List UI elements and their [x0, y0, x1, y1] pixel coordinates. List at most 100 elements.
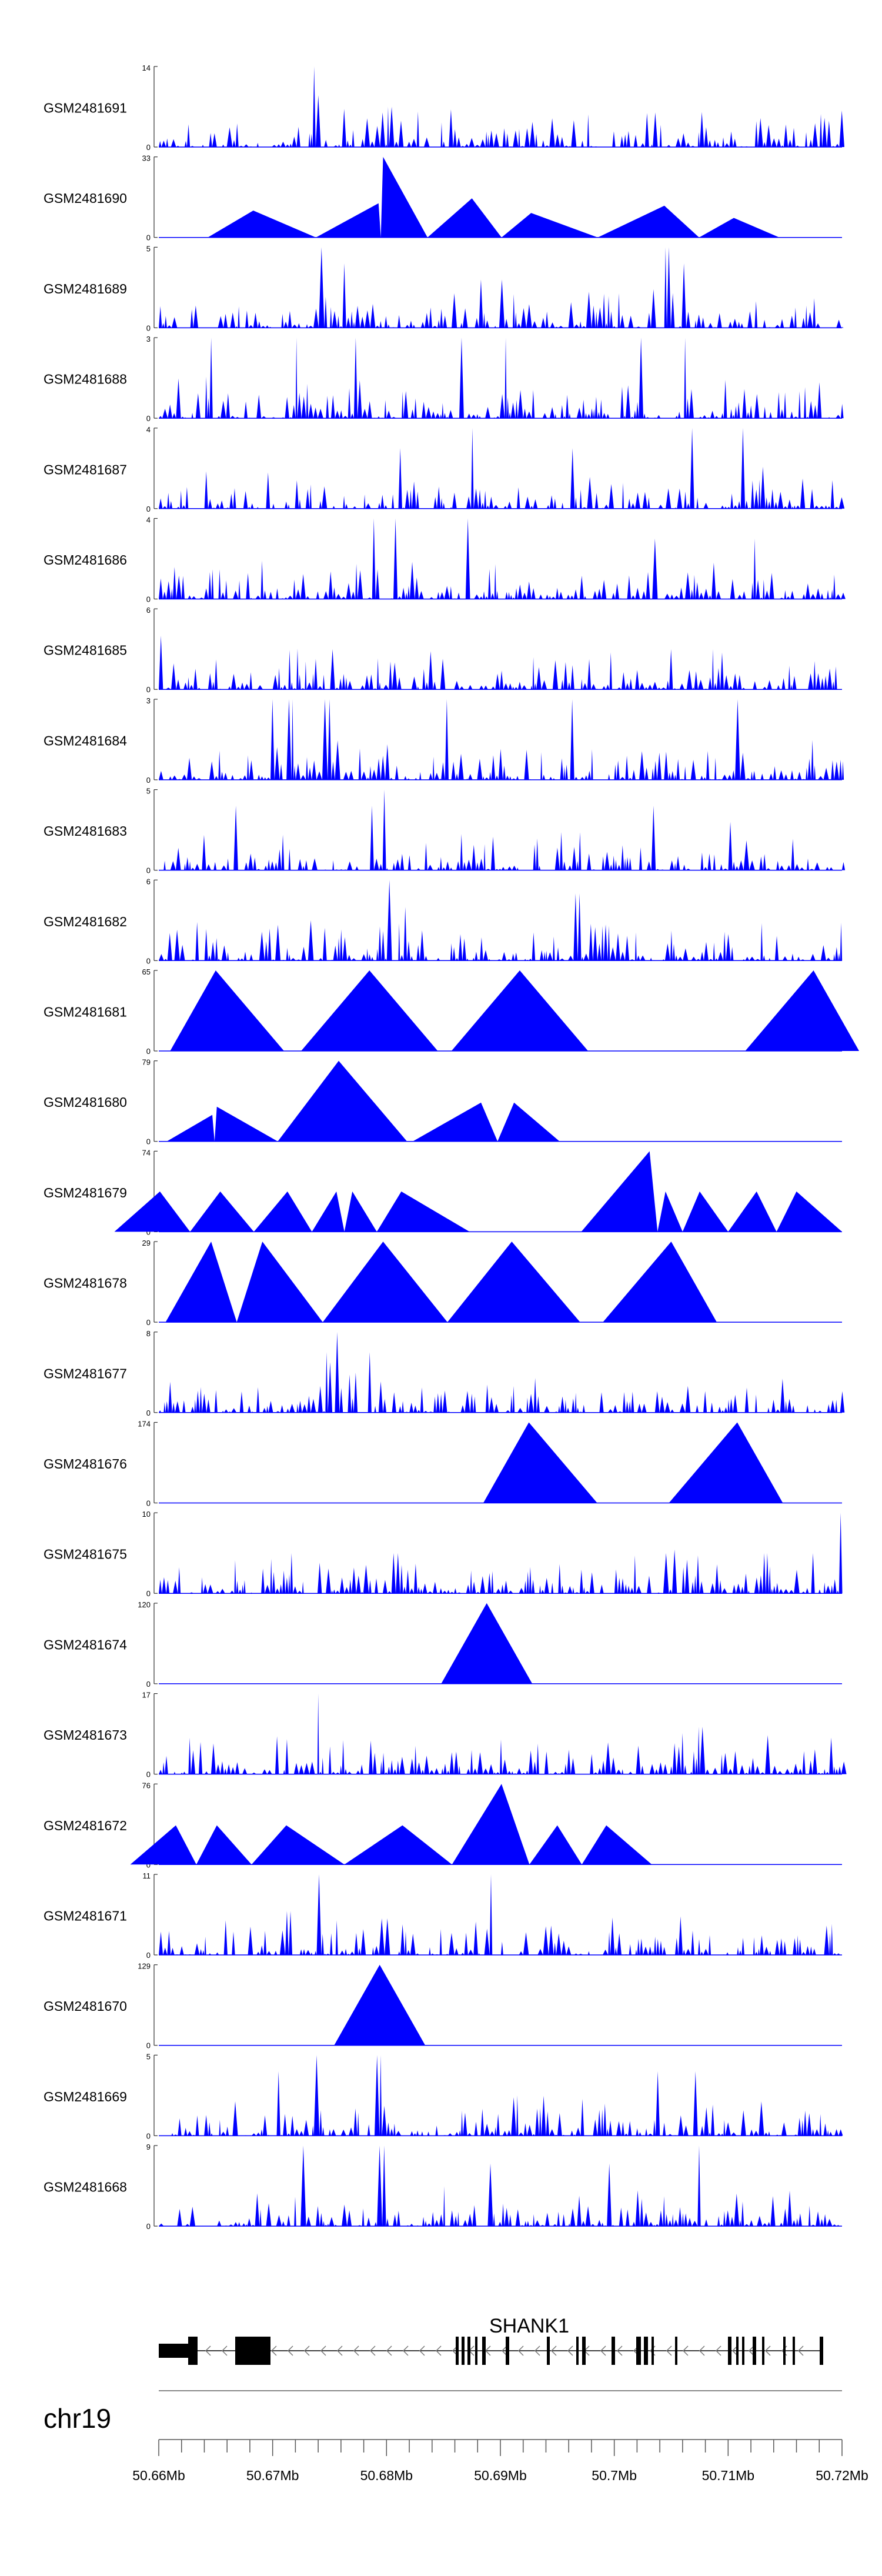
track-label: GSM2481680: [44, 1095, 127, 1110]
strand-arrow: [600, 2345, 606, 2356]
y-zero-label: 0: [146, 1680, 151, 1689]
coverage-peak: [334, 1964, 426, 2046]
coverage-area: [159, 699, 844, 780]
strand-arrow: [386, 2345, 392, 2356]
track-label: GSM2481670: [44, 1998, 127, 2014]
track-GSM2481674: GSM2481674 120 0: [44, 1600, 842, 1689]
y-max-label: 76: [142, 1781, 151, 1790]
gene-label: SHANK1: [489, 2315, 569, 2337]
strand-arrow: [221, 2345, 228, 2356]
y-max-label: 14: [142, 64, 151, 72]
y-zero-label: 0: [146, 595, 151, 604]
track-label: GSM2481668: [44, 2180, 127, 2195]
coverage-peak: [581, 1151, 658, 1232]
coverage-area: [159, 518, 846, 599]
strand-arrow: [402, 2345, 409, 2356]
y-zero-label: 0: [146, 2131, 151, 2140]
coverage-peak: [165, 1242, 237, 1323]
coverage-area: [159, 428, 845, 509]
strand-arrow: [797, 2345, 804, 2356]
strand-arrow: [205, 2345, 211, 2356]
track-GSM2481681: GSM2481681 65 0: [44, 967, 860, 1056]
track-label: GSM2481675: [44, 1547, 127, 1562]
track-GSM2481688: GSM2481688 3 0: [44, 335, 844, 423]
strand-arrow: [534, 2345, 540, 2356]
track-label: GSM2481691: [44, 101, 127, 116]
y-max-label: 10: [142, 1510, 151, 1519]
track-GSM2481673: GSM2481673 17 0: [44, 1691, 847, 1779]
y-max-label: 9: [146, 2143, 151, 2151]
axis-tick-label: 50.7Mb: [592, 2468, 637, 2483]
track-label: GSM2481673: [44, 1727, 127, 1743]
strand-arrow: [731, 2345, 738, 2356]
y-zero-label: 0: [146, 323, 151, 332]
y-zero-label: 0: [146, 1409, 151, 1417]
track-label: GSM2481674: [44, 1637, 127, 1652]
coverage-peak: [427, 198, 502, 238]
exon: [753, 2337, 756, 2365]
axis-tick-label: 50.72Mb: [816, 2468, 868, 2483]
strand-arrow: [748, 2345, 754, 2356]
exon: [675, 2337, 677, 2365]
y-zero-label: 0: [146, 143, 151, 152]
track-GSM2481672: GSM2481672 76 0: [44, 1781, 842, 1869]
y-zero-label: 0: [146, 1860, 151, 1869]
track-GSM2481685: GSM2481685 6 0: [44, 606, 844, 694]
coverage-peak: [597, 205, 699, 238]
exon: [235, 2337, 270, 2365]
y-zero-label: 0: [146, 685, 151, 694]
track-label: GSM2481690: [44, 191, 127, 206]
strand-arrow: [666, 2345, 672, 2356]
track-GSM2481676: GSM2481676 174 0: [44, 1420, 842, 1508]
y-max-label: 120: [138, 1600, 151, 1609]
exon: [820, 2337, 823, 2365]
coverage-peak: [497, 1102, 560, 1142]
strand-arrow: [764, 2345, 771, 2356]
exon: [742, 2337, 744, 2365]
exon: [547, 2337, 550, 2365]
coverage-peak: [130, 1825, 196, 1865]
y-zero-label: 0: [146, 505, 151, 513]
coverage-area: [159, 66, 845, 147]
coverage-peak: [669, 1422, 783, 1503]
track-GSM2481689: GSM2481689 5 0: [44, 244, 844, 332]
coverage-peak: [529, 1825, 582, 1865]
strand-arrow: [270, 2345, 277, 2356]
coverage-peak: [344, 1825, 452, 1865]
strand-arrow: [419, 2345, 425, 2356]
strand-arrow: [287, 2345, 293, 2356]
coverage-peak: [412, 1102, 498, 1142]
y-max-label: 5: [146, 244, 151, 253]
coverage-peak: [208, 211, 316, 238]
strand-arrow: [369, 2345, 376, 2356]
y-max-label: 3: [146, 696, 151, 705]
coverage-peak: [699, 218, 780, 238]
track-GSM2481684: GSM2481684 3 0: [44, 696, 844, 785]
strand-arrow: [336, 2345, 343, 2356]
exon: [636, 2337, 641, 2365]
track-label: GSM2481688: [44, 372, 127, 387]
y-max-label: 17: [142, 1691, 151, 1700]
coverage-area: [159, 247, 844, 328]
y-zero-label: 0: [146, 2041, 151, 2050]
strand-arrow: [567, 2345, 573, 2356]
y-zero-label: 0: [146, 956, 151, 965]
y-max-label: 6: [146, 877, 151, 886]
y-max-label: 3: [146, 335, 151, 343]
track-label: GSM2481676: [44, 1456, 127, 1471]
track-label: GSM2481672: [44, 1818, 127, 1833]
axis-tick-label: 50.68Mb: [360, 2468, 413, 2483]
exon: [728, 2337, 731, 2365]
track-GSM2481686: GSM2481686 4 0: [44, 516, 846, 604]
coverage-area: [159, 1693, 847, 1774]
exon: [576, 2337, 579, 2365]
coverage-peak: [301, 970, 438, 1051]
strand-arrow: [517, 2345, 524, 2356]
exon: [159, 2344, 188, 2358]
y-zero-label: 0: [146, 1770, 151, 1779]
exon: [736, 2337, 739, 2365]
coverage-peak: [776, 1191, 842, 1232]
genome-axis: 50.66Mb 50.67Mb 50.68Mb 50.69Mb 50.7Mb 50.71M…: [132, 2439, 868, 2483]
coverage-peak: [441, 1603, 533, 1684]
